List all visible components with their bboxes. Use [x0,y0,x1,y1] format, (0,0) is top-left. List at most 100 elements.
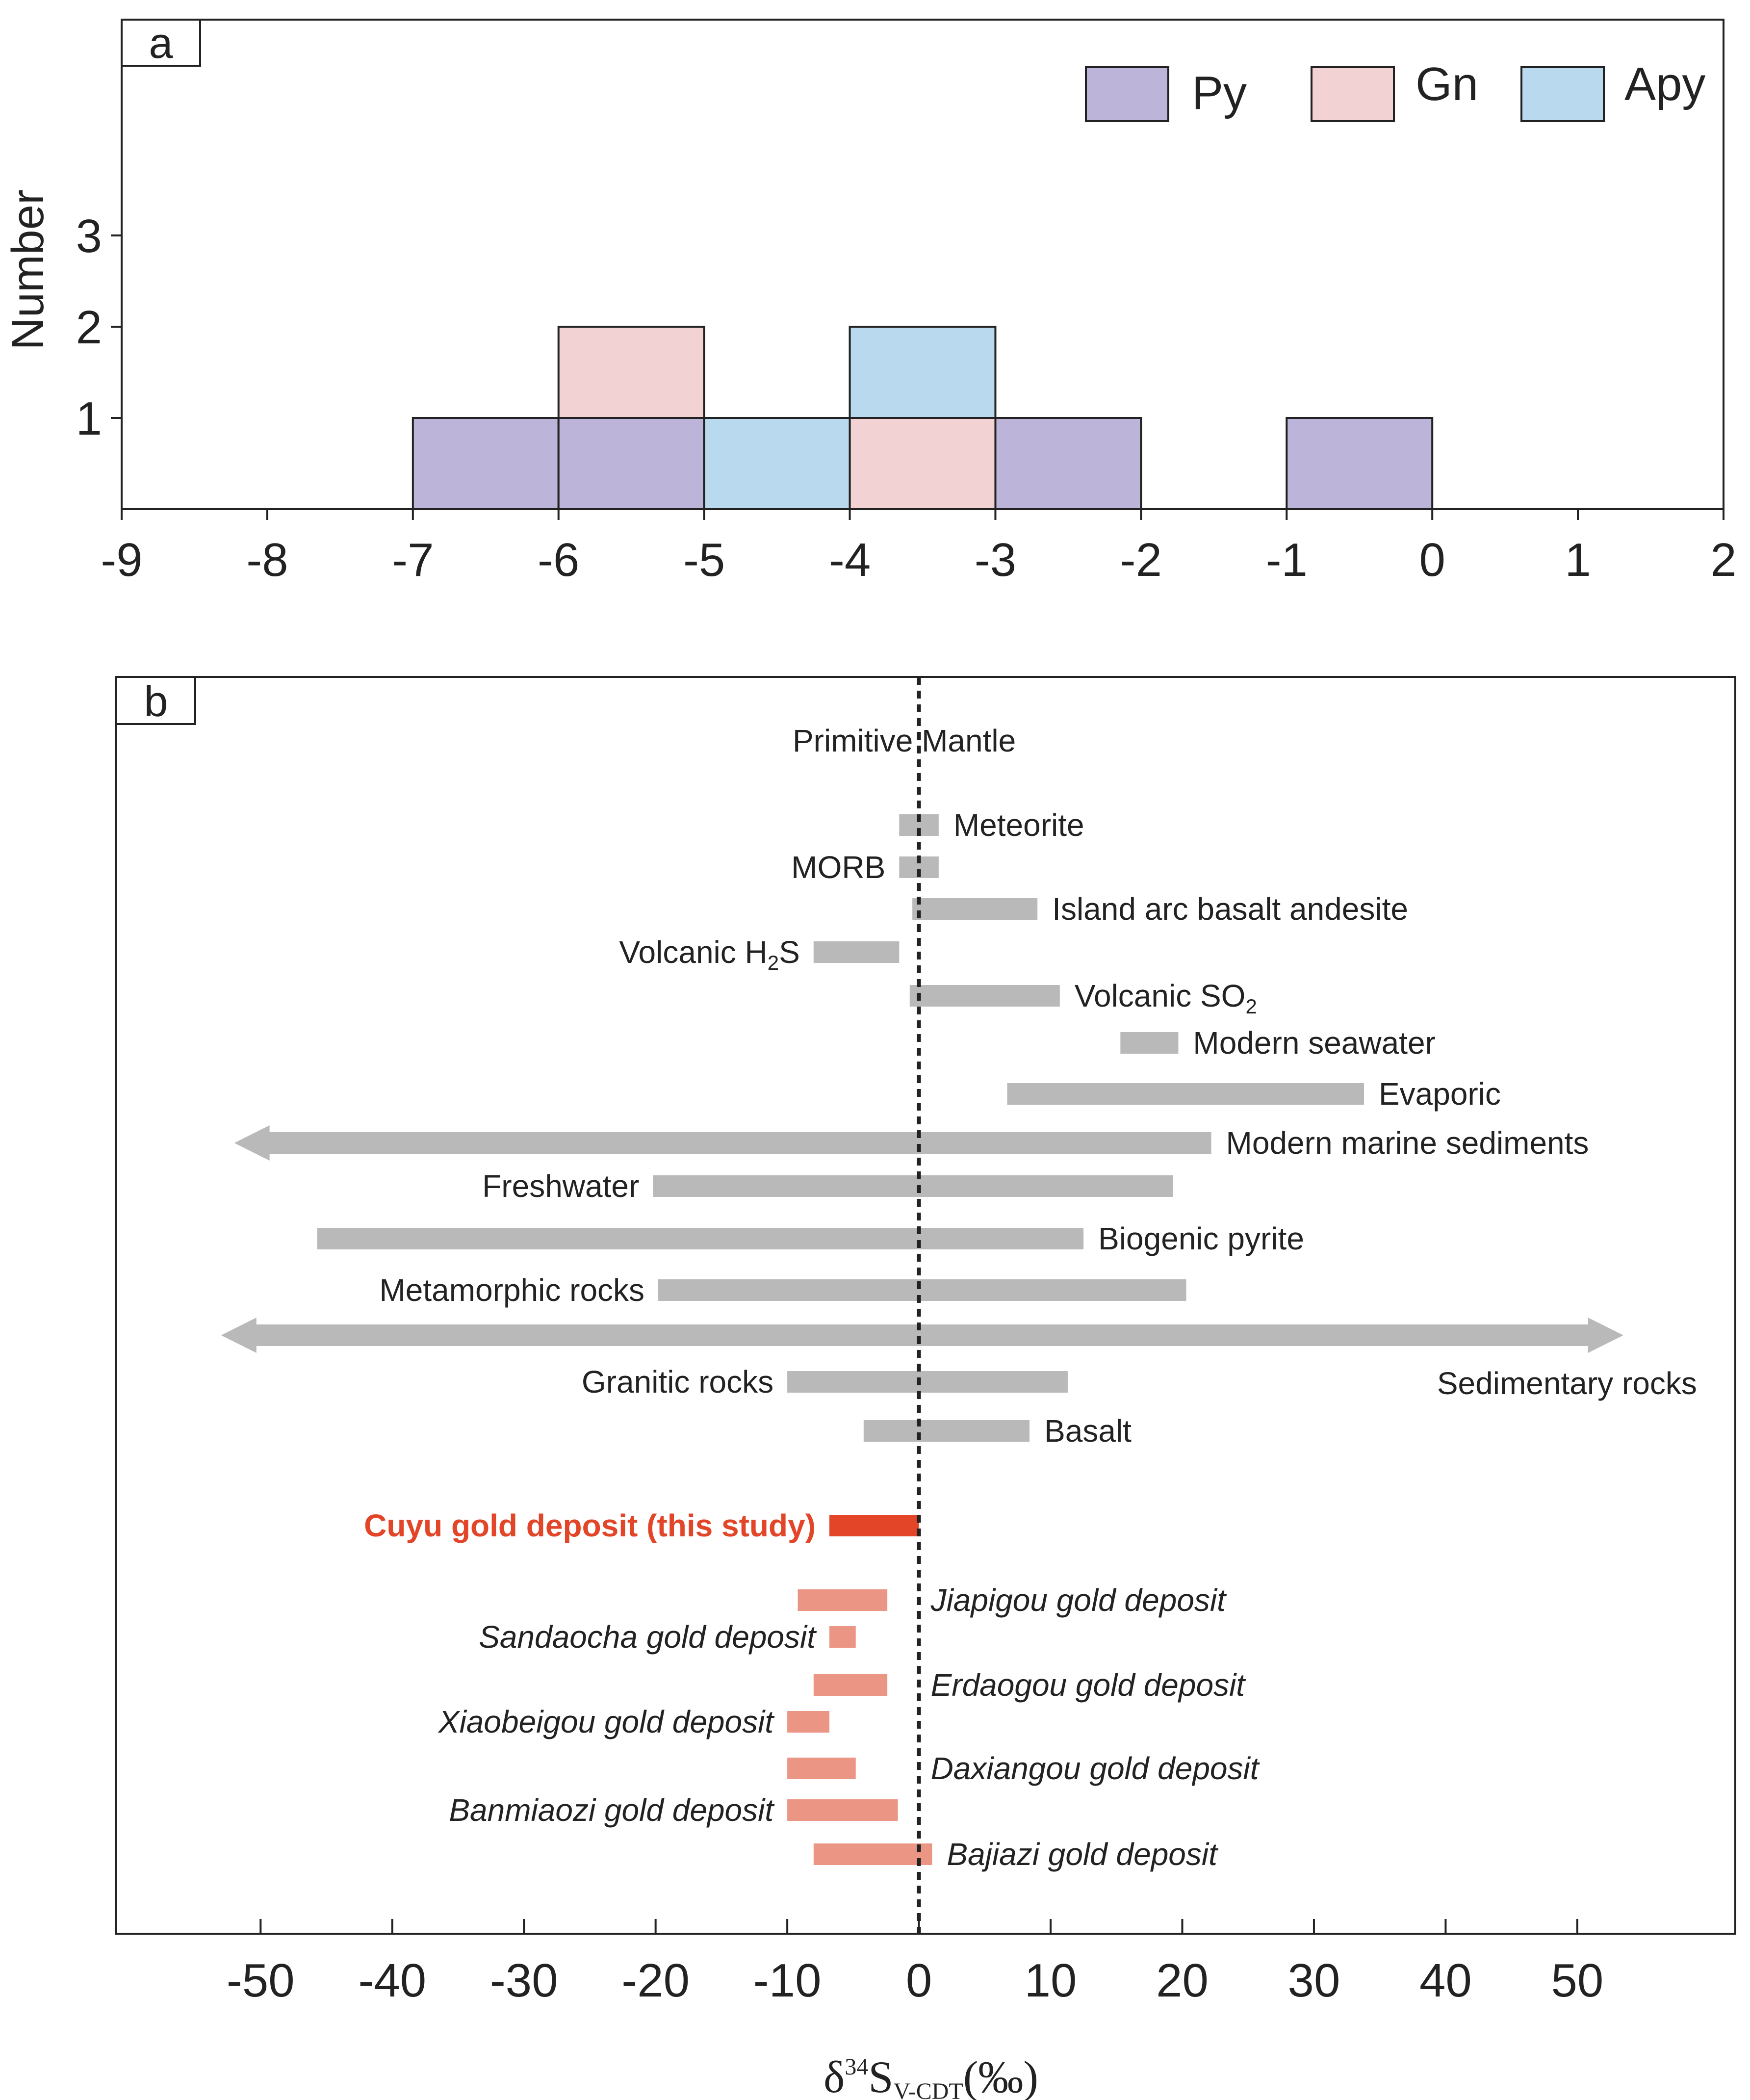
legend-label-apy: Apy [1624,58,1705,110]
bar-py-1 [557,417,705,510]
range-basalt-label: Basalt [1044,1413,1132,1449]
x-tick-label-b-3: -20 [621,1954,690,2007]
range-jiapigou-gold-deposit-bar [798,1589,888,1611]
range-jiapigou-gold-deposit-label: Jiapigou gold deposit [930,1582,1227,1618]
bar-py-2 [994,417,1142,510]
range-morb-label-text: MORB [791,850,885,885]
bar-apy-0 [703,417,851,510]
range-modern-seawater-label-text: Modern seawater [1193,1025,1435,1061]
x-tick-label-a-1: -8 [246,534,288,586]
range-evaporic-bar [1007,1083,1364,1105]
range-modern-seawater-label: Modern seawater [1193,1025,1435,1061]
range-erdaogou-gold-deposit-label-text: Erdaogou gold deposit [931,1667,1246,1703]
x-tick-label-b-8: 30 [1288,1954,1340,2007]
legend-swatch-py [1085,66,1169,122]
range-morb-label: MORB [791,850,885,885]
range-meteorite-label-text: Meteorite [953,807,1084,843]
range-modern-marine-sediments-label-text: Modern marine sediments [1226,1125,1589,1161]
panel-a-label: a [149,19,173,67]
legend-swatch-gn [1311,66,1395,122]
range-meteorite-label: Meteorite [953,807,1084,843]
x-tick-label-a-11: 2 [1710,534,1736,586]
range-cuyu-gold-deposit-this-study-label-text: Cuyu gold deposit (this study) [364,1508,816,1543]
x-tick-label-b-7: 20 [1156,1954,1209,2007]
range-metamorphic-rocks-label: Metamorphic rocks [379,1272,644,1308]
range-basalt-label-text: Basalt [1044,1413,1132,1449]
range-modern-marine-sediments-arrow-left [234,1125,270,1161]
panel-b-x-ticks: -50 -40 -30 -20 -10 0 10 20 30 40 50 [227,1919,1603,2007]
range-biogenic-pyrite-label: Biogenic pyrite [1098,1221,1304,1256]
range-volcanic-so2-label-sub: 2 [1245,995,1257,1018]
range-evaporic-label: Evaporic [1379,1076,1501,1112]
range-volcanic-h2s-label-tail: S [779,934,800,970]
range-freshwater-label-text: Freshwater [482,1168,639,1204]
range-erdaogou-gold-deposit-label: Erdaogou gold deposit [931,1667,1246,1703]
range-daxiangou-gold-deposit-label: Daxiangou gold deposit [931,1751,1260,1786]
range-sandaocha-gold-deposit-bar [829,1626,856,1648]
y-axis-label: Number [3,189,53,350]
y-tick-label-a-0: 1 [76,392,102,445]
range-granitic-rocks-label-text: Granitic rocks [582,1364,773,1400]
legend-label-py: Py [1192,67,1247,119]
panel-a-x-ticks: -9 -8 -7 -6 -5 -4 -3 -2 -1 0 1 2 [101,509,1737,586]
x-tick-label-b-10: 50 [1551,1954,1603,2007]
x-tick-label-a-5: -4 [829,534,871,586]
range-bajiazi-gold-deposit-label-text: Bajiazi gold deposit [947,1837,1218,1872]
x-tick-label-a-3: -6 [538,534,579,586]
xlabel-s: S [868,2052,893,2100]
range-jiapigou-gold-deposit-label-text: Jiapigou gold deposit [930,1582,1227,1618]
xlabel-delta: δ [824,2052,845,2100]
range-banmiaozi-gold-deposit-label-text: Banmiaozi gold deposit [449,1792,774,1828]
xlabel-sub: V-CDT [894,2078,963,2100]
primitive-mantle-label: Primitive Mantle [793,723,1016,758]
range-xiaobeigou-gold-deposit-label: Xiaobeigou gold deposit [438,1704,774,1739]
panel-b-label-box [115,676,196,725]
legend-label-gn: Gn [1415,58,1478,110]
range-sedimentary-rocks-arrow-right [1588,1318,1623,1353]
range-freshwater-bar [653,1175,1173,1197]
range-sedimentary-rocks-bar [255,1324,1589,1346]
range-sandaocha-gold-deposit-label: Sandaocha gold deposit [479,1619,817,1655]
x-axis-label: δ34SV-CDT(‰) [824,2052,1038,2100]
bar-gn-0 [557,326,705,419]
x-tick-label-b-4: -10 [753,1954,822,2007]
x-tick-label-a-4: -5 [683,534,725,586]
range-daxiangou-gold-deposit-label-text: Daxiangou gold deposit [931,1751,1260,1786]
x-tick-label-a-7: -2 [1120,534,1162,586]
x-tick-label-a-9: 0 [1419,534,1445,586]
range-island-arc-basalt-andesite-label-text: Island arc basalt andesite [1052,891,1408,927]
histogram-bars [412,326,1434,510]
range-erdaogou-gold-deposit-bar [813,1674,888,1696]
reference-line-group: Primitive Mantle [793,677,1016,1934]
xlabel-unit: (‰) [963,2052,1038,2100]
bar-gn-1 [849,417,997,510]
range-bajiazi-gold-deposit-bar [813,1843,932,1865]
range-modern-marine-sediments-bar [268,1132,1211,1154]
x-tick-label-a-10: 1 [1565,534,1591,586]
range-volcanic-so2-label: Volcanic SO2 [1075,978,1257,1018]
range-banmiaozi-gold-deposit-label: Banmiaozi gold deposit [449,1792,774,1828]
range-volcanic-so2-label-text: Volcanic SO [1075,978,1246,1013]
range-daxiangou-gold-deposit-bar [787,1758,856,1779]
x-tick-label-b-1: -40 [358,1954,426,2007]
y-tick-label-a-1: 2 [76,301,102,354]
x-tick-label-b-6: 10 [1025,1954,1077,2007]
range-cuyu-gold-deposit-this-study-bar [829,1515,919,1536]
x-tick-label-a-8: -1 [1266,534,1308,586]
range-volcanic-h2s-label: Volcanic H2S [619,934,799,974]
panel-b-range-chart: b Meteorite MORB Island arc basalt andesit… [115,676,1736,2100]
range-sedimentary-rocks-arrow-left [221,1318,257,1353]
range-granitic-rocks-label: Granitic rocks [582,1364,773,1400]
panel-a-y-ticks: 1 2 3 [76,210,122,445]
range-cuyu-gold-deposit-this-study-label: Cuyu gold deposit (this study) [364,1508,816,1543]
range-evaporic-label-text: Evaporic [1379,1076,1501,1112]
x-tick-label-b-5: 0 [906,1954,932,2007]
range-volcanic-so2-bar [909,985,1060,1007]
range-volcanic-h2s-bar [813,941,900,963]
x-tick-label-a-0: -9 [101,534,142,586]
range-xiaobeigou-gold-deposit-label-text: Xiaobeigou gold deposit [438,1704,774,1739]
range-island-arc-basalt-andesite-bar [912,898,1038,920]
range-metamorphic-rocks-bar [658,1279,1186,1301]
bar-py-3 [1286,417,1434,510]
